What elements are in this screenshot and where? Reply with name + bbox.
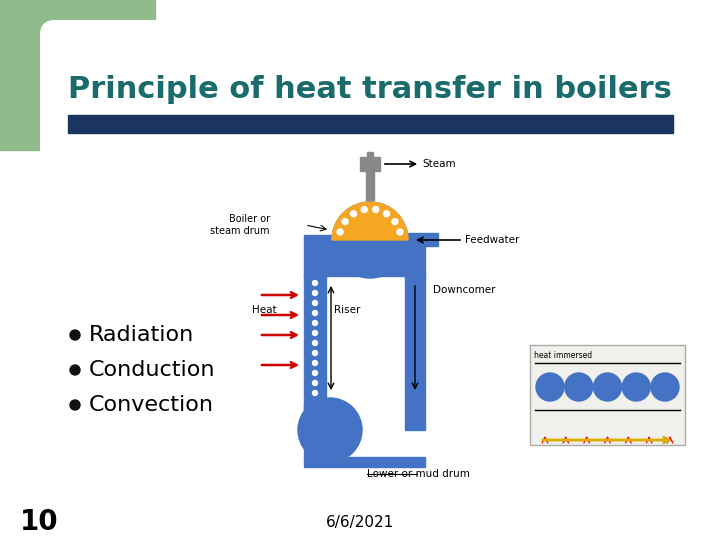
Text: Lower or mud drum: Lower or mud drum [367,469,470,479]
Circle shape [312,300,318,306]
Bar [360,157,380,171]
Circle shape [312,361,318,366]
Bar [405,273,425,430]
Bar [408,233,438,246]
Circle shape [298,398,362,462]
Bar [68,115,673,133]
Text: Conduction: Conduction [89,360,215,380]
Text: Heat: Heat [252,305,276,315]
Circle shape [312,381,318,386]
Text: Downcomer: Downcomer [433,285,495,295]
Bar [530,345,685,445]
Circle shape [361,206,367,213]
Circle shape [312,321,318,326]
Text: Radiation: Radiation [89,325,194,345]
Polygon shape [304,235,365,276]
Circle shape [332,202,408,278]
Text: Steam: Steam [422,159,456,169]
Bar [304,273,326,430]
Circle shape [312,310,318,315]
Circle shape [373,206,379,213]
Circle shape [70,365,80,375]
Circle shape [312,350,318,355]
Text: Feedwater: Feedwater [465,235,519,245]
Circle shape [651,373,679,401]
Circle shape [312,330,318,335]
Text: Boiler or
steam drum: Boiler or steam drum [210,214,270,236]
Circle shape [564,373,593,401]
Circle shape [536,373,564,401]
Circle shape [342,219,348,225]
Polygon shape [0,0,155,150]
Bar [366,170,374,200]
Circle shape [312,280,318,286]
Text: Riser: Riser [334,305,361,315]
Circle shape [312,341,318,346]
Text: 10: 10 [20,508,58,536]
FancyBboxPatch shape [40,20,720,530]
Circle shape [70,330,80,340]
Circle shape [351,211,356,217]
Wedge shape [332,202,408,240]
Polygon shape [304,403,326,457]
Polygon shape [375,235,425,276]
Text: Principle of heat transfer in boilers: Principle of heat transfer in boilers [68,76,672,105]
Circle shape [622,373,650,401]
Circle shape [384,211,390,217]
Text: Convection: Convection [89,395,214,415]
Circle shape [593,373,621,401]
Polygon shape [304,457,425,467]
Circle shape [70,400,80,410]
Text: heat immersed: heat immersed [534,351,592,360]
Circle shape [312,390,318,395]
Circle shape [337,229,343,235]
Circle shape [392,219,398,225]
Circle shape [312,370,318,375]
Text: 6/6/2021: 6/6/2021 [326,515,394,530]
Circle shape [312,291,318,295]
Bar [367,152,373,158]
Circle shape [397,229,403,235]
